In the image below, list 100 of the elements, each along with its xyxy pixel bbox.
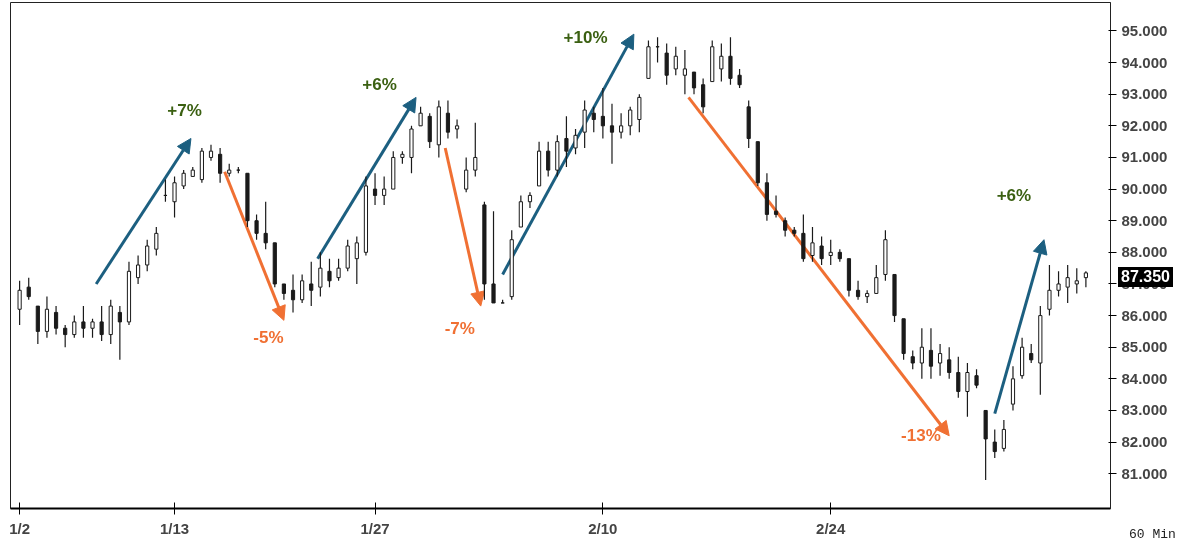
annotation: +10% xyxy=(563,27,608,47)
y-tick-label: 88.000 xyxy=(1121,243,1168,261)
text: 60 Min xyxy=(1129,527,1176,542)
y-tick-label: 86.000 xyxy=(1121,306,1168,324)
text: 87.350 xyxy=(1118,267,1173,287)
candlestick xyxy=(63,324,68,348)
candlestick xyxy=(974,368,979,389)
candlestick xyxy=(691,71,697,95)
y-tick-label: 83.000 xyxy=(1121,401,1168,419)
candlestick xyxy=(445,99,451,140)
candlestick xyxy=(1074,267,1079,295)
candlestick xyxy=(582,99,587,149)
candlestick xyxy=(300,273,305,304)
y-tick-label: 90.000 xyxy=(1121,180,1168,198)
candlestick xyxy=(874,264,879,295)
candlestick xyxy=(1083,270,1088,288)
candlestick xyxy=(263,201,268,250)
candlestick xyxy=(309,261,314,307)
candlestick xyxy=(172,175,177,219)
candlestick xyxy=(81,305,86,339)
candlestick xyxy=(1001,419,1006,453)
y-tick-label: 89.000 xyxy=(1121,211,1168,229)
annotation: -13% xyxy=(901,426,941,446)
candlestick xyxy=(254,213,259,241)
x-tick-label: 1/2 xyxy=(9,519,31,537)
y-tick-label: 94.000 xyxy=(1121,53,1168,71)
candlestick xyxy=(117,305,122,361)
candlestick xyxy=(737,68,742,89)
y-tick-label: 91.000 xyxy=(1121,148,1168,166)
candlestick xyxy=(783,216,788,238)
y-tick-label: 81.000 xyxy=(1121,464,1168,482)
y-tick-label: 92.000 xyxy=(1121,116,1168,134)
y-tick-label: 82.000 xyxy=(1121,433,1168,451)
y-tick-label: 85.000 xyxy=(1121,338,1168,356)
candlestick xyxy=(1065,264,1070,304)
candlestick xyxy=(1056,270,1061,298)
candlestick xyxy=(491,210,496,304)
annotation: -5% xyxy=(253,328,284,348)
candlestick xyxy=(701,77,706,114)
candlestick xyxy=(382,175,387,206)
candlestick xyxy=(218,147,223,184)
candlestick xyxy=(828,239,833,266)
candlestick xyxy=(965,362,970,418)
candlestick xyxy=(1029,343,1034,364)
candlestick xyxy=(181,169,186,190)
candlestick xyxy=(664,43,669,86)
candlestick xyxy=(573,128,578,155)
candlestick xyxy=(564,115,569,168)
candlestick xyxy=(464,156,469,193)
x-tick-label: 2/10 xyxy=(588,519,618,537)
candlestick xyxy=(773,194,779,219)
candlestick xyxy=(90,318,95,339)
candlestick xyxy=(591,106,596,133)
annotation: -7% xyxy=(444,318,475,338)
candlestick xyxy=(17,280,22,326)
y-tick-label: 84.000 xyxy=(1121,369,1168,387)
candlestick xyxy=(372,172,378,206)
candlestick xyxy=(44,296,50,339)
candlestick xyxy=(418,106,423,127)
candlestick xyxy=(135,254,141,285)
candlestick xyxy=(637,93,642,133)
y-tick-label: 93.000 xyxy=(1121,85,1168,103)
candlestick xyxy=(810,226,815,263)
candlestick xyxy=(1047,264,1052,317)
candlestick xyxy=(673,46,678,76)
candlestick xyxy=(619,112,624,140)
candlestick xyxy=(928,327,934,380)
candlestick xyxy=(99,305,104,342)
candlestick xyxy=(154,226,159,257)
candlestick xyxy=(345,239,350,272)
x-tick-label: 1/13 xyxy=(159,519,190,537)
candlestick xyxy=(919,327,924,380)
x-tick-label: 2/24 xyxy=(816,519,846,537)
candlestick xyxy=(855,280,861,301)
candlestick xyxy=(546,141,551,178)
annotation: +6% xyxy=(996,185,1032,205)
candlestick xyxy=(318,251,323,298)
candlestick xyxy=(937,343,943,377)
candlestick xyxy=(682,49,687,95)
candlestick xyxy=(454,118,460,140)
candlestick xyxy=(956,356,961,399)
candlestick xyxy=(992,428,997,459)
candlestick xyxy=(628,106,633,136)
y-tick-label: 95.000 xyxy=(1121,21,1168,39)
candlestick xyxy=(473,122,478,178)
x-tick-label: 1/27 xyxy=(360,519,390,537)
candlestick xyxy=(354,235,359,285)
candlestick xyxy=(72,314,77,339)
candlestick xyxy=(527,191,533,209)
candlestick xyxy=(145,239,150,272)
candlestick xyxy=(290,273,296,314)
candlestick xyxy=(728,36,733,86)
candlestick xyxy=(947,346,952,380)
candlestick xyxy=(609,103,615,165)
candlestick xyxy=(600,87,605,140)
annotation: +6% xyxy=(362,75,397,95)
candlestick xyxy=(327,258,332,288)
candlestick xyxy=(336,258,341,282)
candlestick xyxy=(910,349,915,370)
candlestick xyxy=(26,277,31,301)
